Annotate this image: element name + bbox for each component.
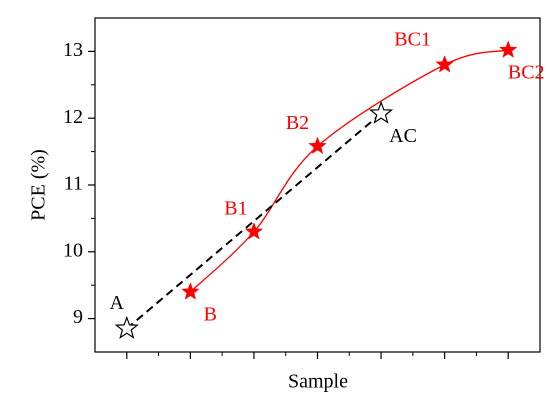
y-tick-label: 10 [63, 239, 83, 261]
y-axis-label: PCE (%) [28, 149, 50, 221]
star-marker [114, 315, 139, 339]
point-label: BC2 [508, 62, 545, 84]
x-axis-label: Sample [288, 371, 348, 393]
y-tick-label: 11 [64, 173, 83, 195]
point-label: BC1 [394, 28, 431, 50]
plot-frame [94, 17, 541, 353]
point-label: B1 [224, 197, 247, 219]
star-marker [308, 136, 327, 155]
y-tick-label: 12 [63, 106, 83, 128]
star-marker [244, 222, 264, 240]
star-marker [181, 282, 200, 300]
point-label: A [110, 292, 125, 314]
series-line [189, 49, 509, 293]
star-marker [368, 100, 394, 124]
y-tick-label: 13 [63, 39, 83, 61]
point-label: B2 [286, 112, 309, 134]
star-marker [435, 55, 454, 73]
series-line [126, 112, 382, 330]
point-label: AC [389, 125, 417, 147]
y-tick-label: 9 [73, 306, 83, 328]
point-label: B [204, 303, 217, 325]
star-marker [499, 40, 518, 58]
